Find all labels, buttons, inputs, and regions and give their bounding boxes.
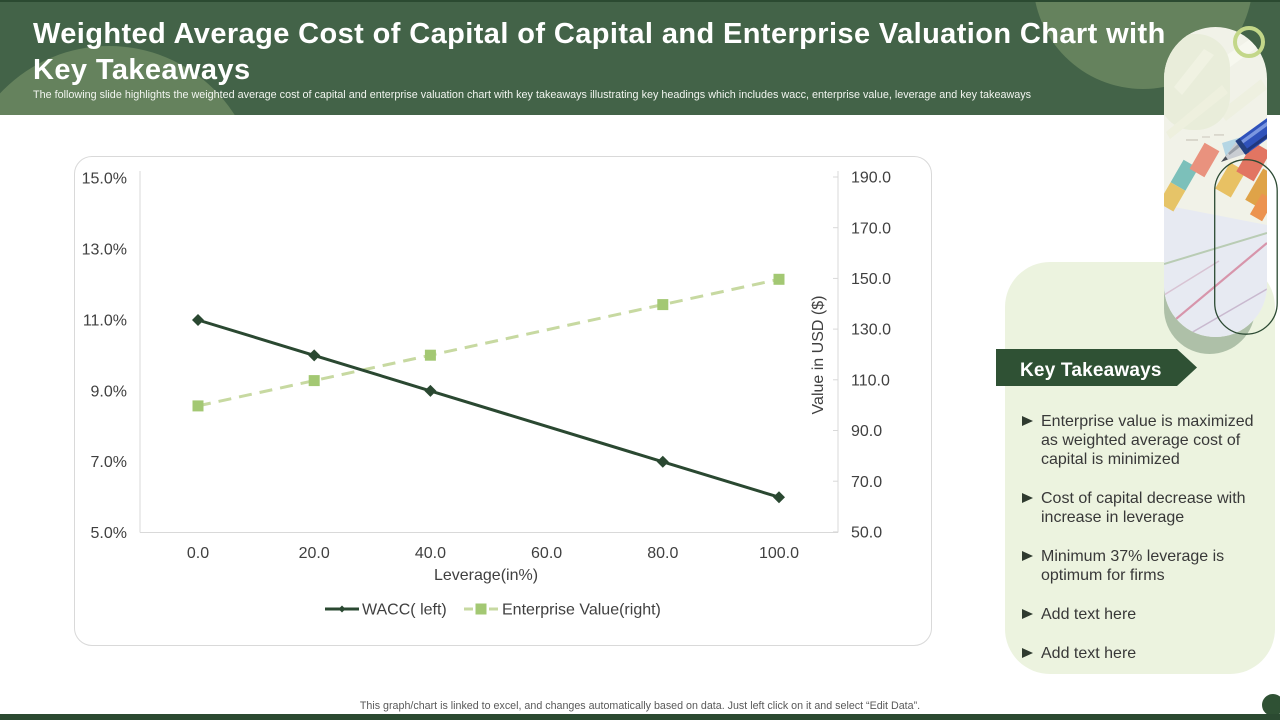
svg-text:130.0: 130.0 [851,322,891,339]
svg-text:60.0: 60.0 [531,545,562,562]
svg-text:Leverage(in%): Leverage(in%) [434,567,538,584]
svg-text:150.0: 150.0 [851,271,891,288]
svg-text:40.0: 40.0 [415,545,446,562]
svg-text:170.0: 170.0 [851,220,891,237]
svg-text:50.0: 50.0 [851,525,882,542]
svg-text:20.0: 20.0 [299,545,330,562]
svg-text:80.0: 80.0 [647,545,678,562]
svg-text:190.0: 190.0 [851,170,891,187]
svg-text:Key Takeaways: Key Takeaways [1020,360,1162,381]
svg-text:11.0%: 11.0% [83,313,127,330]
svg-text:9.0%: 9.0% [91,383,127,400]
svg-text:70.0: 70.0 [851,474,882,491]
svg-text:Enterprise Value(right): Enterprise Value(right) [502,602,661,619]
svg-text:100.0: 100.0 [759,545,799,562]
svg-text:90.0: 90.0 [851,423,882,440]
svg-text:7.0%: 7.0% [91,454,127,471]
svg-text:0.0: 0.0 [187,545,209,562]
svg-text:110.0: 110.0 [851,372,890,389]
svg-text:5.0%: 5.0% [91,525,127,542]
svg-text:15.0%: 15.0% [82,171,127,188]
svg-text:Value in USD ($): Value in USD ($) [810,296,827,415]
svg-text:WACC( left): WACC( left) [362,602,447,619]
svg-text:13.0%: 13.0% [82,242,127,259]
